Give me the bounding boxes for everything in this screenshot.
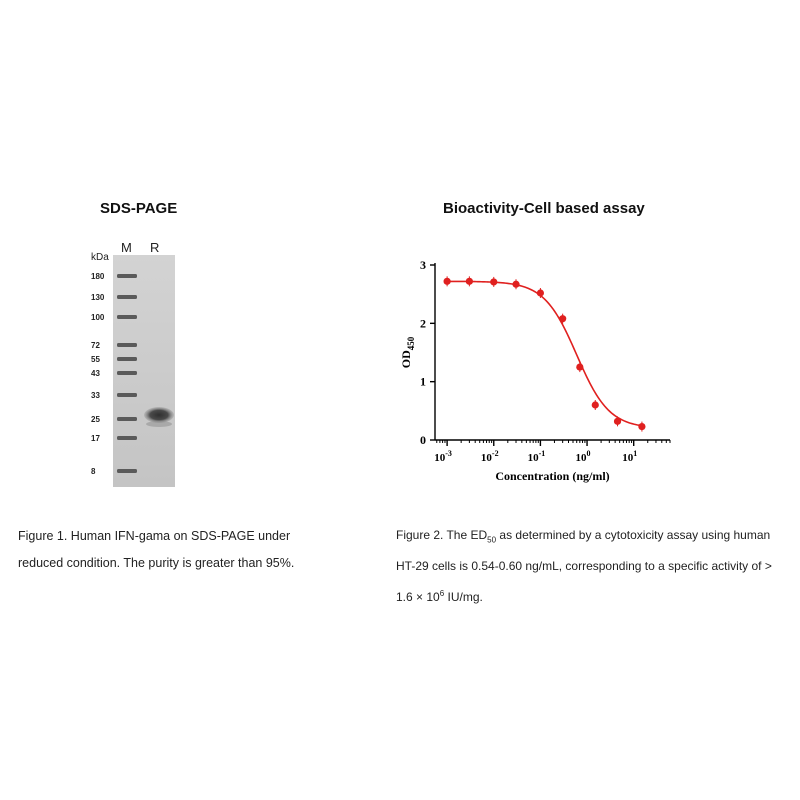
x-tick-label: 10-2 [481, 449, 499, 464]
figure2-caption-line3: 1.6 × 106 IU/mg. [396, 580, 791, 611]
figure2-caption: Figure 2. The ED50 as determined by a cy… [396, 522, 791, 611]
marker-label: 100 [91, 313, 105, 322]
y-tick-label: 1 [420, 375, 426, 389]
caption-l3-pre: 1.6 × 10 [396, 590, 440, 605]
caption-l3-post: IU/mg. [444, 590, 483, 605]
marker-label: 55 [91, 355, 100, 364]
figure1-caption-line1: Figure 1. Human IFN-gama on SDS-PAGE und… [18, 529, 291, 543]
figure2-caption-line2: HT-29 cells is 0.54-0.60 ng/mL, correspo… [396, 559, 772, 574]
data-point [591, 401, 599, 409]
marker-band [117, 274, 137, 278]
sample-band-tail [146, 421, 172, 427]
x-tick-exponent: -2 [492, 449, 499, 458]
caption-exponent: 6 [439, 589, 445, 599]
kda-label: kDa [91, 252, 109, 263]
marker-band [117, 315, 137, 319]
data-point [512, 280, 520, 288]
data-point [559, 315, 567, 323]
data-point [638, 422, 646, 431]
marker-band [117, 371, 137, 375]
marker-label: 43 [91, 369, 100, 378]
marker-label: 72 [91, 341, 100, 350]
marker-band [117, 436, 137, 440]
marker-label: 25 [91, 415, 100, 424]
caption-ed-subscript: 50 [487, 535, 497, 545]
y-tick-label: 0 [420, 433, 426, 447]
lane-label-m: M [121, 240, 132, 255]
lane-label-r: R [150, 240, 159, 255]
x-tick-label: 101 [622, 449, 637, 464]
marker-label: 180 [91, 272, 105, 281]
figure1-caption: Figure 1. Human IFN-gama on SDS-PAGE und… [18, 523, 378, 577]
marker-label: 33 [91, 391, 100, 400]
sds-page-gel: kDa M R 180 130 100 72 55 43 33 25 17 8 [91, 240, 175, 487]
data-point [613, 417, 622, 425]
fit-curve [447, 280, 643, 427]
x-tick-label: 10-3 [434, 449, 452, 464]
caption-l1-post: as determined by a cytotoxicity assay us… [496, 528, 771, 542]
data-point [536, 289, 545, 297]
data-point [465, 277, 473, 285]
x-axis-label: Concentration (ng/ml) [495, 469, 609, 483]
marker-label: 8 [91, 467, 96, 476]
x-tick-exponent: 0 [587, 449, 591, 458]
figure2-caption-line1: Figure 2. The ED50 as determined by a cy… [396, 522, 791, 553]
marker-ladder [117, 274, 137, 473]
x-tick-label: 100 [576, 449, 591, 464]
marker-band [117, 417, 137, 421]
bioactivity-title: Bioactivity-Cell based assay [443, 200, 645, 217]
x-tick-label: 10-1 [528, 449, 546, 464]
sds-page-title: SDS-PAGE [100, 200, 178, 217]
figure1-caption-line2: reduced condition. The purity is greater… [18, 556, 295, 570]
sample-band [144, 407, 174, 423]
marker-band [117, 357, 137, 361]
x-tick-exponent: -1 [539, 449, 546, 458]
data-point [576, 363, 584, 371]
data-point [443, 277, 451, 285]
marker-band [117, 343, 137, 347]
marker-band [117, 469, 137, 473]
caption-l1-pre: Figure 2. The ED [396, 528, 488, 542]
y-tick-label: 3 [420, 258, 426, 272]
y-tick-label: 2 [420, 316, 426, 330]
y-axis-label-subscript: 450 [406, 336, 416, 350]
data-point [490, 278, 498, 286]
y-axis-label: OD450 [399, 336, 416, 368]
marker-label: 130 [91, 293, 105, 302]
marker-band [117, 295, 137, 299]
x-tick-exponent: 1 [633, 449, 637, 458]
marker-label: 17 [91, 434, 100, 443]
x-tick-exponent: -3 [445, 449, 452, 458]
marker-band [117, 393, 137, 397]
